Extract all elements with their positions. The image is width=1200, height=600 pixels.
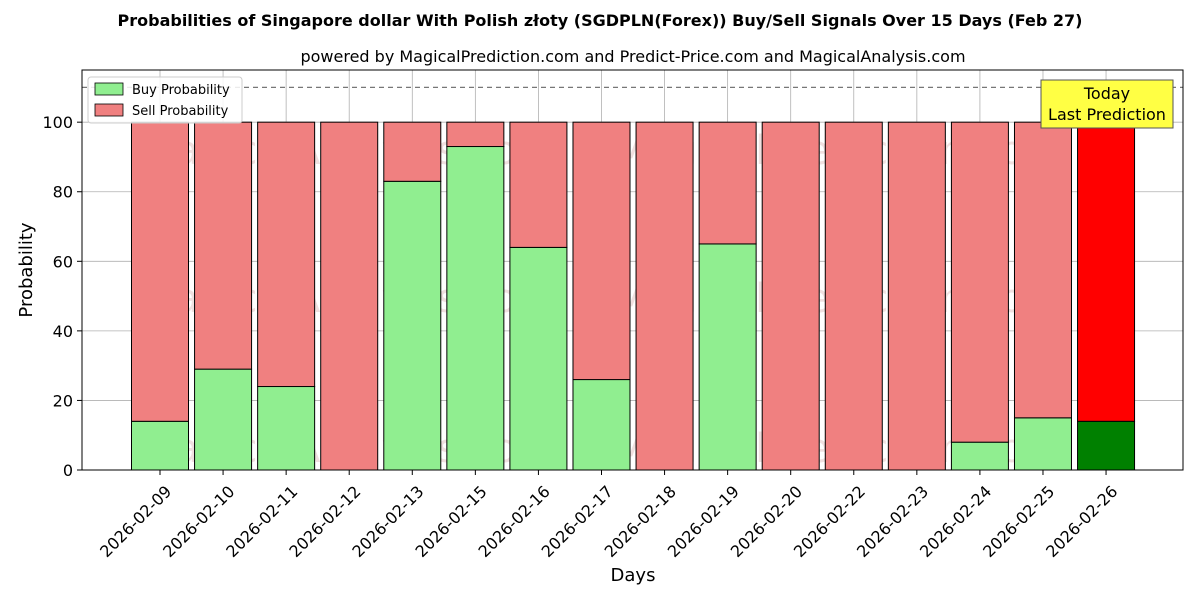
y-tick-label: 0 xyxy=(63,461,73,480)
today-annotation-box xyxy=(1040,79,1174,129)
legend-frame xyxy=(87,76,243,124)
legend-swatch-sell xyxy=(94,103,124,117)
bar-sell xyxy=(446,121,505,148)
bar-sell xyxy=(1077,121,1136,422)
legend: Buy Probability Sell Probability xyxy=(87,76,243,124)
bar-sell xyxy=(320,121,379,471)
y-tick-label: 60 xyxy=(53,252,73,271)
y-tick-label: 100 xyxy=(42,113,73,132)
bars xyxy=(131,121,1136,471)
y-tick-label: 40 xyxy=(53,322,73,341)
plot-frame xyxy=(81,69,1184,471)
y-tick-label: 20 xyxy=(53,391,73,410)
bar-sell xyxy=(1013,121,1072,419)
bar-sell xyxy=(635,121,694,471)
bar-buy xyxy=(698,243,757,471)
bar-sell xyxy=(572,121,631,381)
bar-buy xyxy=(383,180,442,471)
legend-label-buy: Buy Probability xyxy=(132,83,230,98)
bar-buy xyxy=(572,379,631,471)
y-tick-label: 80 xyxy=(53,183,73,202)
bar-sell xyxy=(194,121,253,370)
x-axis-ticks: 2026-02-092026-02-102026-02-112026-02-12… xyxy=(96,470,1121,561)
bar-sell xyxy=(131,121,189,422)
bar-sell xyxy=(509,121,568,248)
chart-subtitle: powered by MagicalPrediction.com and Pre… xyxy=(300,47,965,66)
bar-sell xyxy=(257,121,316,388)
bar-sell xyxy=(761,121,820,471)
legend-label-sell: Sell Probability xyxy=(132,104,229,119)
bar-buy xyxy=(257,386,316,471)
bar-sell xyxy=(383,121,442,182)
today-annotation-line1: Today xyxy=(1083,84,1130,103)
bar-buy xyxy=(194,368,253,471)
bar-sell xyxy=(887,121,946,471)
chart-title: Probabilities of Singapore dollar With P… xyxy=(118,11,1083,30)
bar-buy xyxy=(446,146,505,471)
bar-sell xyxy=(698,121,757,245)
bar-buy xyxy=(131,420,189,471)
x-axis-label: Days xyxy=(611,565,656,586)
bar-buy xyxy=(509,246,568,471)
bar-buy xyxy=(950,441,1009,471)
today-annotation: Today Last Prediction xyxy=(1040,79,1174,129)
legend-swatch-buy xyxy=(94,82,124,96)
y-axis-ticks: 0 20 40 60 80 100 xyxy=(42,113,82,480)
bar-buy xyxy=(1077,420,1136,471)
bar-buy xyxy=(1013,417,1072,471)
bar-sell xyxy=(824,121,883,471)
bar-sell xyxy=(950,121,1009,443)
today-annotation-line2: Last Prediction xyxy=(1048,105,1166,124)
y-axis-label: Probability xyxy=(16,222,37,317)
